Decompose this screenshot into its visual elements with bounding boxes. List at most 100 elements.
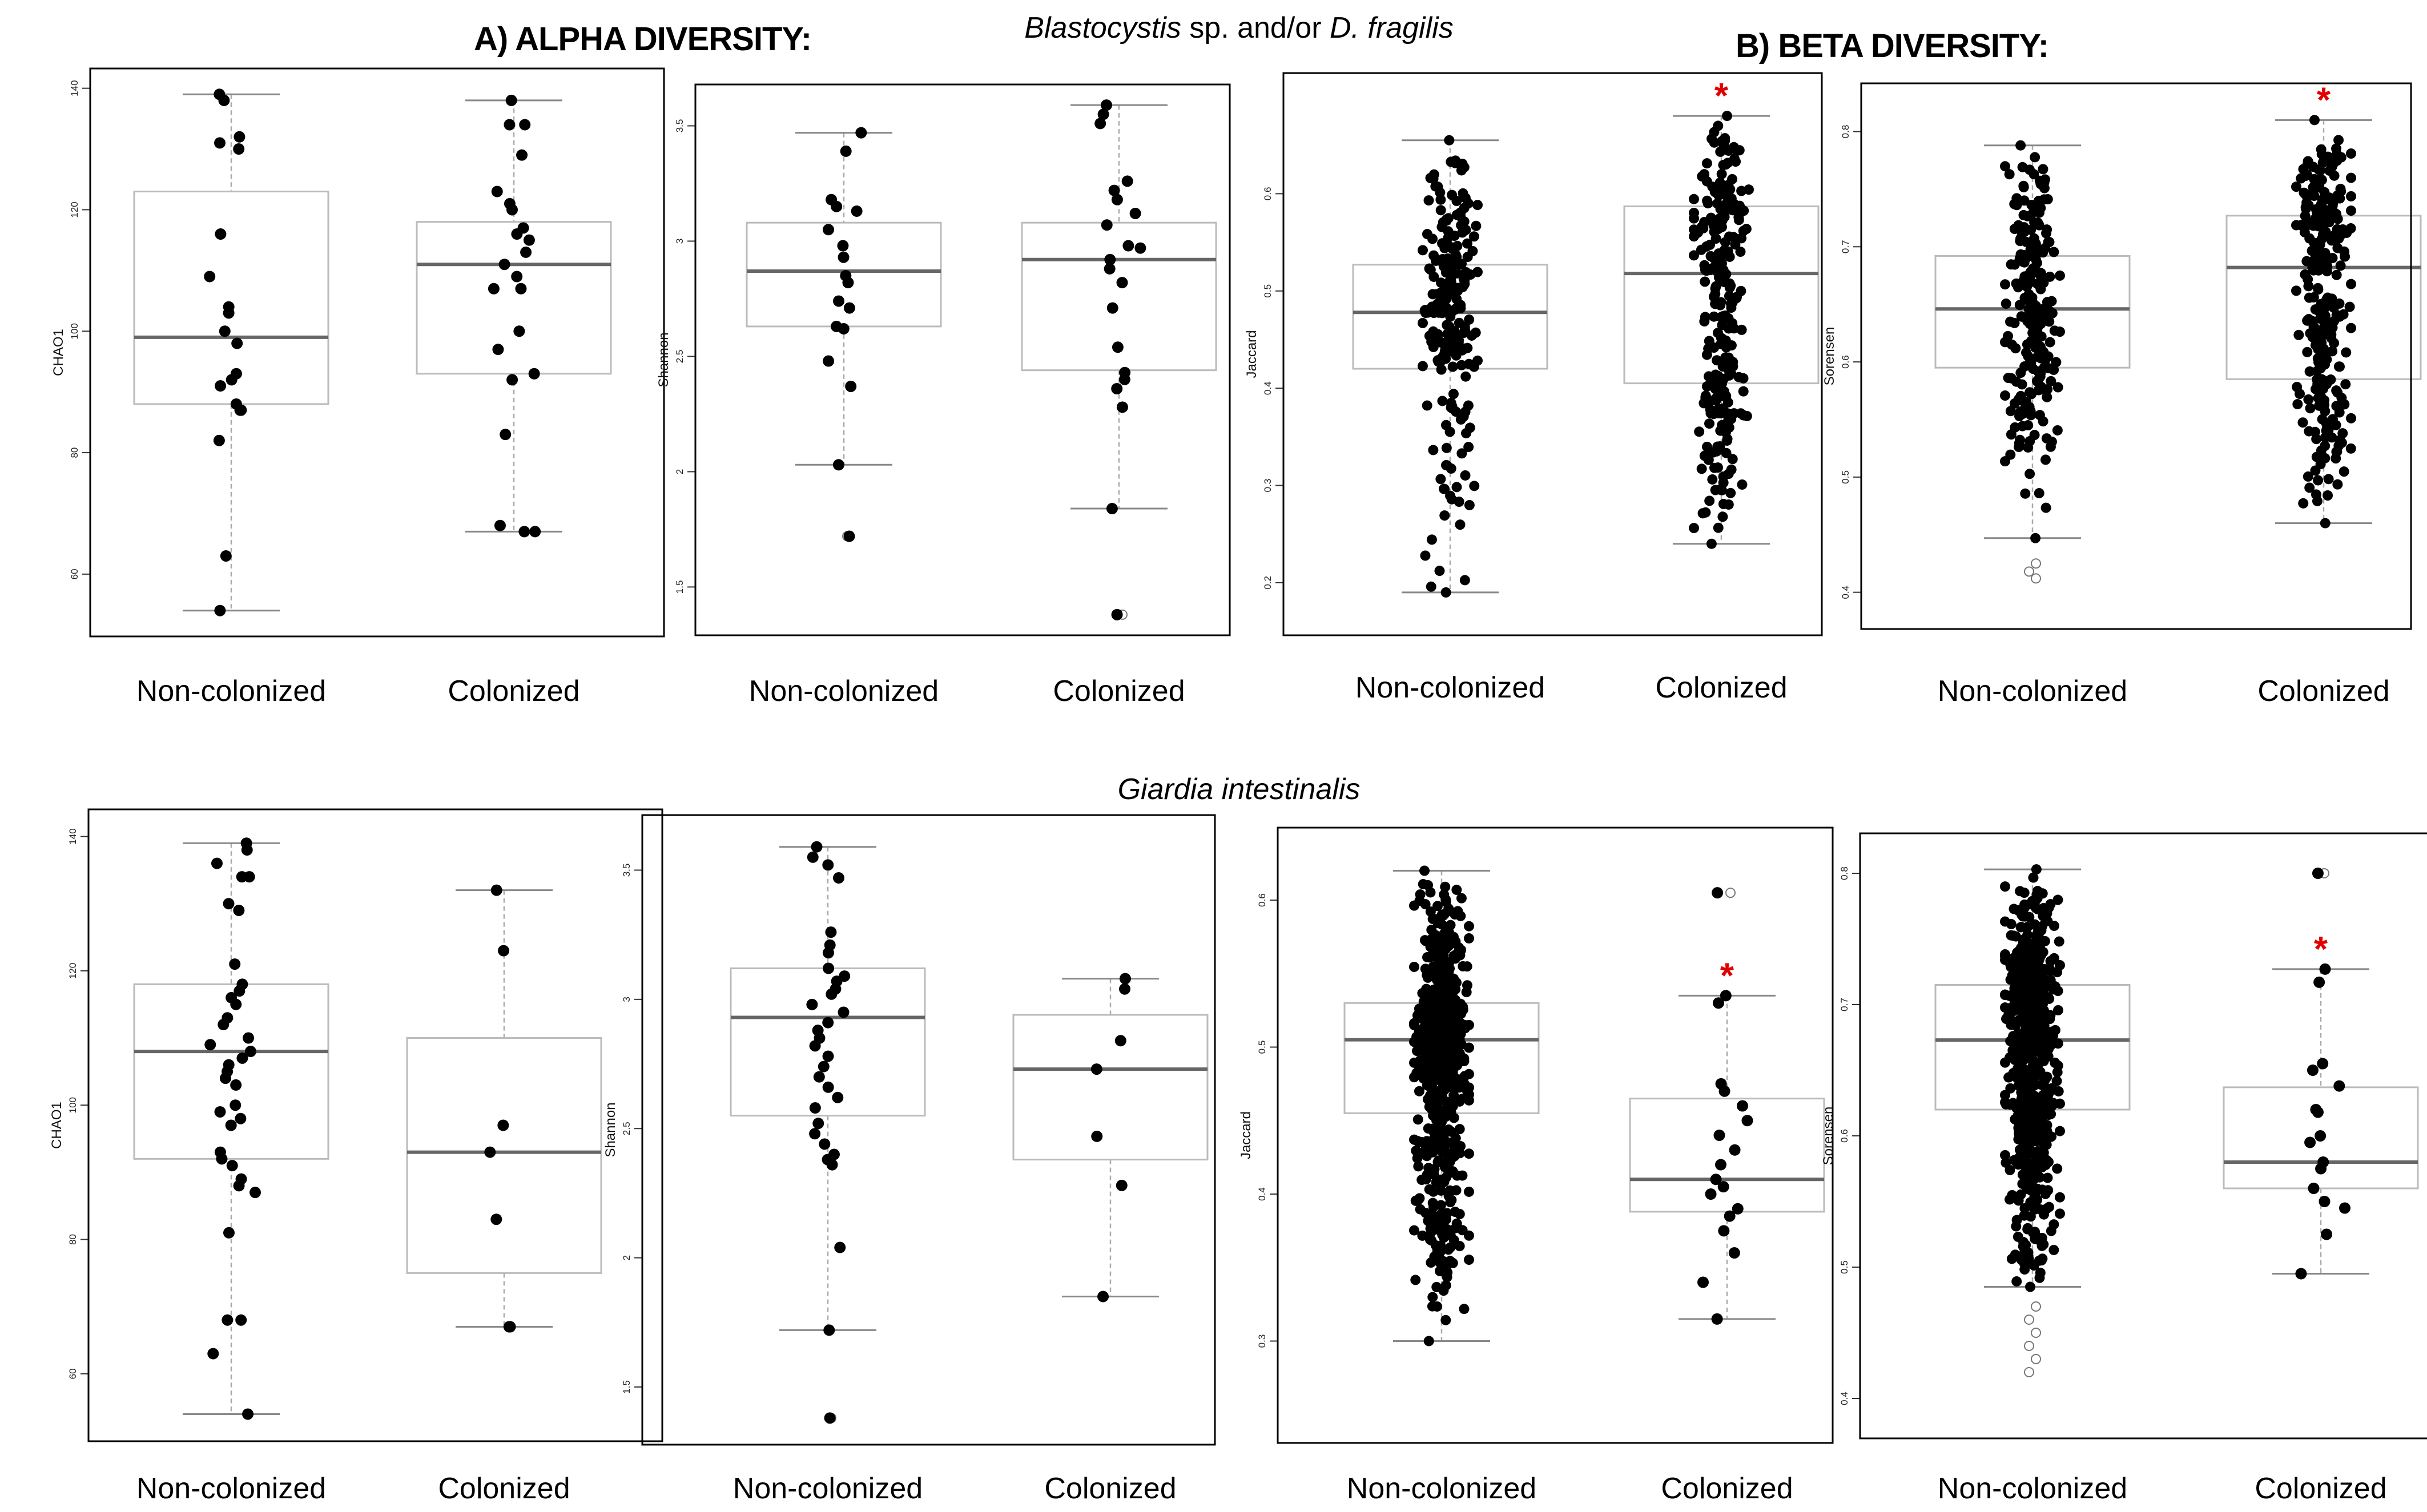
data-point [2302,346,2313,357]
data-point [1689,250,1699,261]
data-point [2329,316,2340,326]
data-point [235,1112,247,1124]
data-point [1717,511,1728,522]
data-point [1436,945,1447,955]
data-point [488,283,500,295]
data-point [1710,283,1721,294]
data-point [2311,489,2321,500]
data-point [2003,1072,2014,1083]
data-point [2311,326,2321,337]
data-point [2039,1139,2050,1150]
data-point [1450,1142,1461,1152]
data-point [2304,1136,2316,1148]
data-point [822,947,834,959]
data-point [2022,339,2032,350]
data-point [2015,434,2026,445]
data-point [2018,1136,2029,1147]
data-point [1725,487,1736,498]
data-point [2346,413,2356,424]
data-point [1097,1291,1109,1303]
data-point [2291,285,2301,296]
data-point [2025,1085,2036,1096]
data-point [1709,137,1720,148]
data-point [229,958,241,970]
data-point [2020,975,2031,986]
data-point [1428,914,1439,925]
data-point [2309,115,2320,126]
data-point [2019,1203,2030,1213]
data-point [223,307,235,319]
data-point [1441,420,1452,430]
y-tick-label: 0.5 [1262,284,1273,298]
data-point [1414,1025,1424,1036]
data-point [2019,903,2030,914]
data-point [2022,922,2033,933]
y-tick-label: 0.7 [1839,998,1850,1011]
data-point [1719,245,1730,256]
data-point [1456,360,1467,370]
box-colonized [416,94,612,538]
data-point [2297,417,2308,428]
data-point [1434,1252,1444,1263]
data-point [2041,433,2052,444]
data-point [2026,1026,2036,1037]
data-point [2305,403,2316,414]
significance-star: * [1720,956,1734,995]
box-non-colonized [133,88,329,616]
data-point [1412,1136,1423,1147]
data-point [1451,1014,1462,1025]
category-label: Colonized [2255,1472,2386,1505]
data-point [2014,411,2025,422]
data-point [1441,1261,1452,1272]
data-point [2299,227,2310,237]
data-point [2323,490,2333,501]
data-point [2303,471,2313,482]
y-tick-label: 2 [674,469,685,474]
data-point [2000,1090,2010,1100]
data-point [1419,935,1430,946]
data-point [2331,143,2342,154]
y-tick-label: 0.5 [1839,1260,1850,1274]
data-point [1704,495,1715,506]
data-point [1445,276,1456,287]
data-point [1446,998,1456,1009]
data-point [1449,326,1460,337]
data-point [1412,1046,1423,1057]
data-point [2346,279,2356,289]
y-tick-label: 0.6 [1840,355,1851,369]
data-point [2055,1208,2065,1219]
data-point [832,872,844,884]
data-point [1452,906,1463,917]
data-point [2291,182,2301,192]
data-point [1735,247,1746,257]
data-point [2332,479,2343,490]
data-point [1716,297,1726,308]
data-point [2052,1005,2063,1015]
data-point [1454,1124,1465,1135]
data-point [1134,242,1146,254]
data-point [2021,347,2032,358]
data-point [2018,937,2028,947]
data-point [831,200,843,212]
data-point [1448,389,1459,400]
data-point [2300,171,2311,182]
data-point [823,355,835,367]
data-point [2028,169,2039,180]
outlier-point [2031,1328,2041,1338]
data-point [2048,247,2059,257]
plot-frame [694,83,1231,636]
data-point [506,374,518,386]
data-point [2327,346,2338,357]
data-point [1423,195,1434,206]
box-non-colonized [730,841,926,1424]
data-point [2028,1037,2039,1048]
data-point [1122,240,1134,252]
data-point [2331,385,2342,396]
data-point [1439,510,1450,521]
data-point [1724,291,1734,301]
data-point [2295,1268,2307,1280]
data-point [2346,172,2356,183]
y-tick-label: 3 [621,997,632,1002]
iqr-box [1021,221,1217,372]
data-point [1426,534,1437,545]
